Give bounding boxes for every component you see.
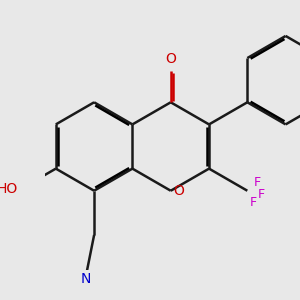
- Text: O: O: [173, 184, 184, 198]
- Text: N: N: [81, 272, 91, 286]
- Text: O: O: [165, 52, 176, 66]
- Text: F: F: [257, 188, 265, 201]
- Text: F: F: [254, 176, 261, 189]
- Text: F: F: [250, 196, 257, 209]
- Text: HO: HO: [0, 182, 18, 196]
